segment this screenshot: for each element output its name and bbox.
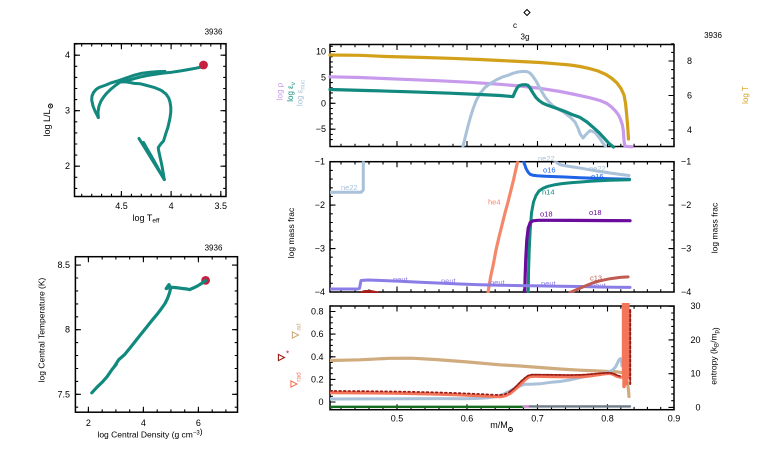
svg-text:log mass frac: log mass frac xyxy=(286,207,296,258)
svg-text:ne22: ne22 xyxy=(589,164,606,173)
svg-text:neut: neut xyxy=(541,279,557,288)
svg-text:3: 3 xyxy=(65,106,70,116)
svg-text:*: * xyxy=(286,350,289,359)
svg-text:3936: 3936 xyxy=(704,31,722,40)
svg-text:−3: −3 xyxy=(681,244,691,254)
svg-text:4: 4 xyxy=(169,201,174,211)
svg-text:c: c xyxy=(513,21,517,30)
svg-text:−3: −3 xyxy=(315,244,325,254)
svg-text:neut: neut xyxy=(393,275,409,284)
svg-text:o18: o18 xyxy=(540,209,553,218)
svg-text:−4: −4 xyxy=(315,287,325,297)
svg-text:3936: 3936 xyxy=(205,244,223,253)
svg-text:o16: o16 xyxy=(591,172,604,181)
svg-text:0.6: 0.6 xyxy=(311,329,324,339)
svg-text:he4: he4 xyxy=(488,198,501,207)
svg-text:−1: −1 xyxy=(315,157,325,167)
svg-text:0.5: 0.5 xyxy=(391,414,404,424)
svg-text:log Teff: log Teff xyxy=(133,213,160,225)
svg-text:30: 30 xyxy=(690,301,700,311)
svg-text:o16: o16 xyxy=(543,166,556,175)
svg-text:ne22: ne22 xyxy=(341,183,358,192)
svg-text:o18: o18 xyxy=(589,208,602,217)
svg-text:0.8: 0.8 xyxy=(311,307,324,317)
svg-text:n14: n14 xyxy=(542,187,555,196)
svg-text:c13: c13 xyxy=(590,274,602,283)
svg-text:2: 2 xyxy=(65,161,70,171)
svg-text:0.9: 0.9 xyxy=(668,414,681,424)
svg-text:ne22: ne22 xyxy=(538,154,555,163)
svg-text:3g: 3g xyxy=(521,33,530,42)
svg-text:0: 0 xyxy=(318,397,323,407)
svg-text:10: 10 xyxy=(316,47,326,57)
svg-text:0: 0 xyxy=(695,402,700,412)
svg-text:log Central Temperature (K): log Central Temperature (K) xyxy=(37,277,47,382)
svg-text:0.4: 0.4 xyxy=(311,352,324,362)
svg-text:−2: −2 xyxy=(681,200,691,210)
svg-text:neut: neut xyxy=(441,277,457,286)
svg-text:3.5: 3.5 xyxy=(214,201,227,211)
svg-text:log L/L: log L/L xyxy=(42,109,52,136)
svg-text:log εν: log εν xyxy=(286,82,297,101)
svg-text:−1: −1 xyxy=(681,157,691,167)
svg-text:8: 8 xyxy=(65,325,70,335)
svg-text:4.5: 4.5 xyxy=(115,201,128,211)
svg-text:entropy (kB/mp): entropy (kB/mp) xyxy=(709,327,721,385)
svg-text:6: 6 xyxy=(196,418,201,428)
svg-text:m/M: m/M xyxy=(490,420,508,430)
svg-text:3936: 3936 xyxy=(205,28,223,37)
svg-text:log T: log T xyxy=(741,86,750,104)
svg-text:neut: neut xyxy=(591,281,607,290)
svg-text:0.6: 0.6 xyxy=(461,414,474,424)
svg-text:log εnuc: log εnuc xyxy=(296,80,307,106)
svg-text:0.7: 0.7 xyxy=(531,414,544,424)
svg-text:20: 20 xyxy=(690,335,700,345)
svg-text:2: 2 xyxy=(86,418,91,428)
svg-text:log ρ: log ρ xyxy=(276,82,285,100)
svg-text:10: 10 xyxy=(690,369,700,379)
svg-text:rad: rad xyxy=(296,372,303,382)
svg-text:0.2: 0.2 xyxy=(311,374,324,384)
svg-text:7.5: 7.5 xyxy=(57,389,70,399)
svg-text:neut: neut xyxy=(490,278,506,287)
svg-text:−5: −5 xyxy=(316,124,326,134)
svg-text:8: 8 xyxy=(687,56,692,66)
svg-text:4: 4 xyxy=(141,418,146,428)
svg-text:4: 4 xyxy=(65,50,70,60)
svg-text:log Central Density (g cm−3): log Central Density (g cm−3) xyxy=(97,427,202,440)
svg-text:5: 5 xyxy=(321,72,326,82)
svg-text:−4: −4 xyxy=(681,287,691,297)
svg-text:0: 0 xyxy=(321,98,326,108)
svg-text:log mass frac: log mass frac xyxy=(710,202,720,253)
svg-text:−2: −2 xyxy=(315,200,325,210)
svg-text:4: 4 xyxy=(687,125,692,135)
svg-text:0.8: 0.8 xyxy=(601,414,614,424)
svg-text:8.5: 8.5 xyxy=(57,260,70,270)
svg-text:ad: ad xyxy=(296,323,303,331)
svg-text:6: 6 xyxy=(687,91,692,101)
